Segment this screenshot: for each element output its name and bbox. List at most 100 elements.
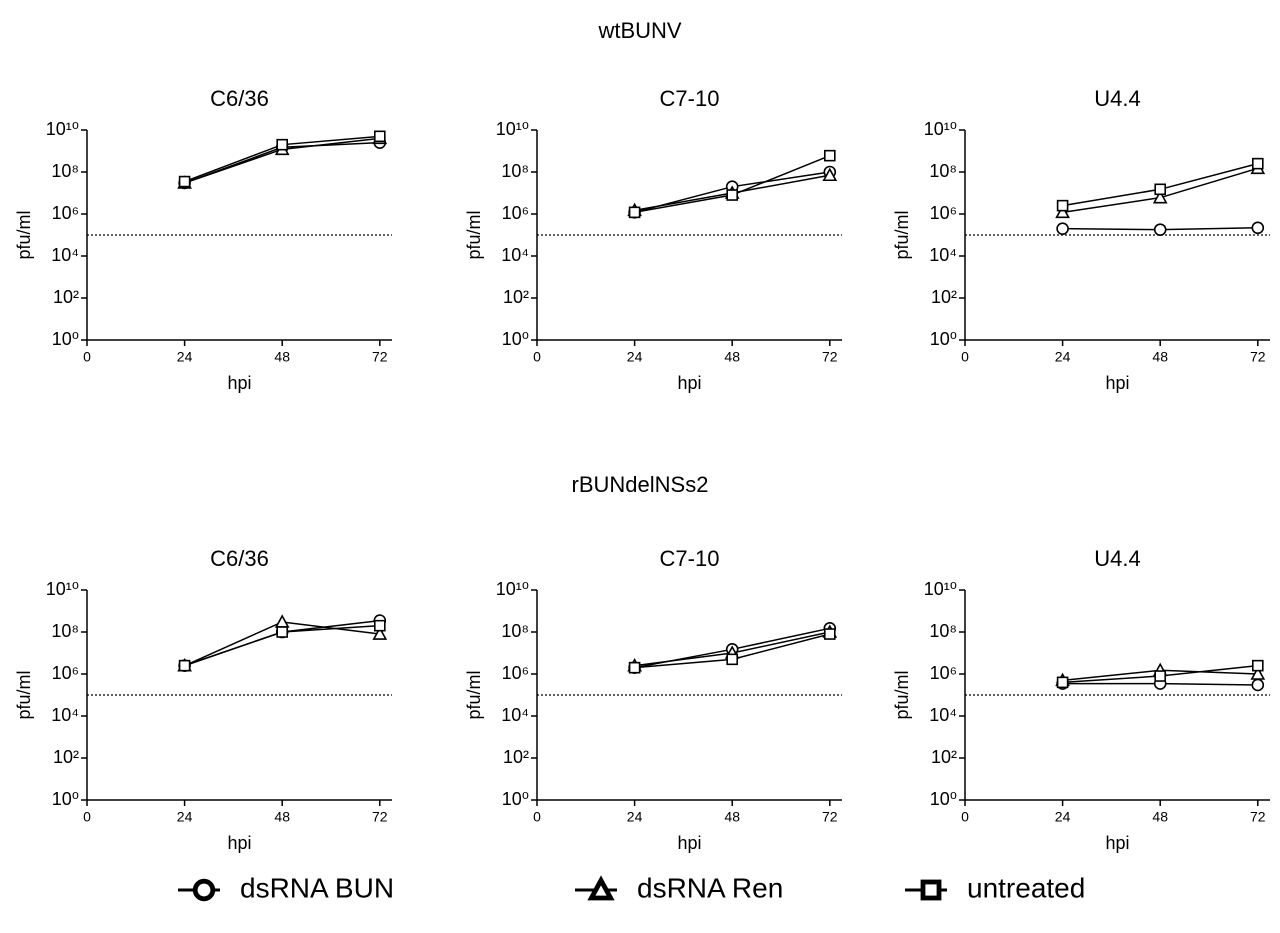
marker-circle bbox=[1251, 678, 1265, 692]
y-tick-label: 10¹⁰ bbox=[46, 119, 79, 139]
y-tick-label: 10⁸ bbox=[51, 621, 79, 641]
chart-title: U4.4 bbox=[1094, 546, 1140, 571]
y-tick-label: 10⁶ bbox=[502, 663, 529, 683]
y-axis-label: pfu/ml bbox=[892, 670, 912, 719]
y-tick-label: 10¹⁰ bbox=[46, 579, 79, 599]
x-tick-label: 48 bbox=[724, 809, 740, 825]
legend-label: untreated bbox=[967, 872, 1085, 903]
marker-square bbox=[628, 206, 641, 219]
marker-square bbox=[1056, 199, 1069, 212]
y-tick-label: 10⁸ bbox=[51, 161, 79, 181]
x-tick-label: 0 bbox=[961, 349, 969, 365]
x-tick-label: 72 bbox=[372, 809, 388, 825]
y-tick-label: 10⁸ bbox=[501, 621, 529, 641]
x-tick-label: 24 bbox=[177, 809, 193, 825]
marker-square bbox=[1154, 183, 1166, 196]
x-tick-label: 24 bbox=[177, 349, 193, 365]
y-tick-label: 10² bbox=[931, 287, 957, 307]
x-tick-label: 24 bbox=[627, 349, 643, 365]
marker-square bbox=[726, 189, 739, 201]
marker-triangle bbox=[822, 167, 838, 182]
x-tick-label: 72 bbox=[372, 349, 388, 365]
y-axis-label: pfu/ml bbox=[14, 210, 34, 259]
y-tick-label: 10⁴ bbox=[501, 245, 529, 265]
x-axis-label: hpi bbox=[227, 373, 251, 393]
x-axis-label: hpi bbox=[677, 373, 701, 393]
x-tick-label: 0 bbox=[83, 349, 91, 365]
marker-square bbox=[628, 661, 641, 674]
y-tick-label: 10¹⁰ bbox=[924, 579, 957, 599]
y-tick-label: 10⁴ bbox=[929, 245, 957, 265]
chart-title: C7-10 bbox=[660, 86, 720, 111]
y-tick-label: 10⁰ bbox=[502, 329, 529, 349]
marker-square bbox=[178, 175, 191, 188]
chart-title: U4.4 bbox=[1094, 86, 1140, 111]
x-tick-label: 24 bbox=[1055, 809, 1071, 825]
marker-triangle bbox=[587, 875, 615, 901]
x-tick-label: 48 bbox=[274, 349, 290, 365]
x-tick-label: 0 bbox=[83, 809, 91, 825]
x-tick-label: 72 bbox=[1250, 809, 1266, 825]
y-axis-label: pfu/ml bbox=[464, 670, 484, 719]
y-tick-label: 10⁸ bbox=[929, 621, 957, 641]
x-tick-label: 48 bbox=[1152, 349, 1168, 365]
chart-title: C6/36 bbox=[210, 546, 269, 571]
marker-triangle bbox=[1055, 204, 1070, 219]
y-tick-label: 10⁰ bbox=[52, 789, 79, 809]
chart-title: C6/36 bbox=[210, 86, 269, 111]
marker-triangle bbox=[1152, 189, 1168, 204]
y-tick-label: 10⁰ bbox=[502, 789, 529, 809]
y-tick-label: 10² bbox=[53, 287, 79, 307]
x-tick-label: 0 bbox=[961, 809, 969, 825]
marker-circle bbox=[1056, 222, 1069, 235]
y-axis-label: pfu/ml bbox=[14, 670, 34, 719]
legend-label: dsRNA Ren bbox=[637, 872, 783, 903]
marker-square bbox=[823, 149, 836, 162]
y-tick-label: 10² bbox=[503, 287, 529, 307]
x-tick-label: 48 bbox=[724, 349, 740, 365]
group-title: rBUNdelNSs2 bbox=[572, 472, 709, 497]
x-tick-label: 48 bbox=[1152, 809, 1168, 825]
x-tick-label: 0 bbox=[533, 349, 541, 365]
x-axis-label: hpi bbox=[227, 833, 251, 853]
y-tick-label: 10⁶ bbox=[502, 203, 529, 223]
y-tick-label: 10⁴ bbox=[51, 705, 79, 725]
y-tick-label: 10⁰ bbox=[930, 329, 957, 349]
y-tick-label: 10⁶ bbox=[52, 203, 79, 223]
y-tick-label: 10⁶ bbox=[52, 663, 79, 683]
y-tick-label: 10¹⁰ bbox=[496, 119, 529, 139]
marker-square bbox=[1252, 157, 1264, 170]
y-tick-label: 10⁶ bbox=[930, 203, 957, 223]
x-tick-label: 72 bbox=[822, 809, 838, 825]
y-tick-label: 10⁰ bbox=[52, 329, 79, 349]
y-tick-label: 10¹⁰ bbox=[496, 579, 529, 599]
marker-square bbox=[276, 138, 289, 151]
marker-square bbox=[726, 653, 739, 666]
x-tick-label: 72 bbox=[822, 349, 838, 365]
marker-square bbox=[373, 619, 386, 632]
y-tick-label: 10⁸ bbox=[929, 161, 957, 181]
y-tick-label: 10⁸ bbox=[501, 161, 529, 181]
x-axis-label: hpi bbox=[677, 833, 701, 853]
y-tick-label: 10⁴ bbox=[501, 705, 529, 725]
marker-square bbox=[920, 879, 942, 901]
marker-square bbox=[1154, 670, 1166, 682]
x-tick-label: 72 bbox=[1250, 349, 1266, 365]
y-tick-label: 10⁰ bbox=[930, 789, 957, 809]
group-title: wtBUNV bbox=[597, 18, 681, 43]
chart-title: C7-10 bbox=[660, 546, 720, 571]
x-tick-label: 24 bbox=[627, 809, 643, 825]
x-tick-label: 0 bbox=[533, 809, 541, 825]
legend-label: dsRNA BUN bbox=[240, 872, 394, 903]
marker-circle bbox=[192, 878, 216, 902]
y-tick-label: 10¹⁰ bbox=[924, 119, 957, 139]
x-axis-label: hpi bbox=[1105, 373, 1129, 393]
y-tick-label: 10⁶ bbox=[930, 663, 957, 683]
y-axis-label: pfu/ml bbox=[892, 210, 912, 259]
marker-square bbox=[1056, 676, 1069, 689]
marker-triangle bbox=[1250, 666, 1266, 680]
y-tick-label: 10² bbox=[53, 747, 79, 767]
marker-circle bbox=[1153, 223, 1167, 236]
marker-square bbox=[373, 130, 386, 143]
y-tick-label: 10² bbox=[931, 747, 957, 767]
